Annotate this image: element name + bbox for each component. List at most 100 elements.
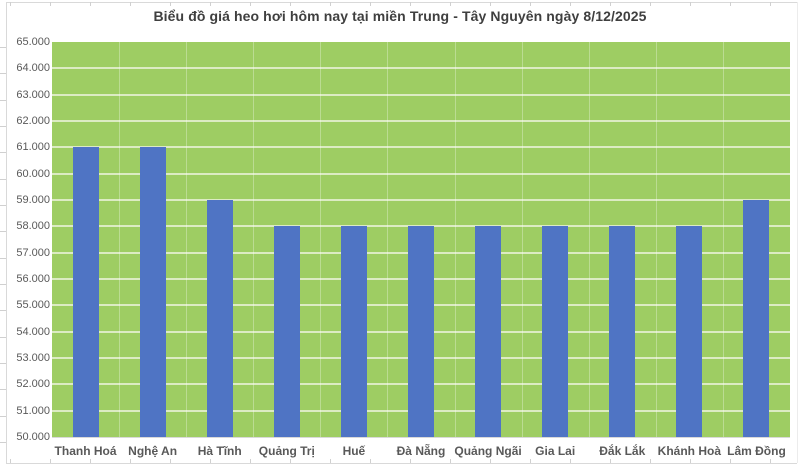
y-axis-tick-label: 59.000 <box>16 194 50 206</box>
gridline-vertical <box>655 42 657 437</box>
gridline-horizontal <box>52 93 790 96</box>
x-axis-tick-label: Quảng Trị <box>258 444 315 458</box>
frame-tick <box>650 459 651 463</box>
frame-tick <box>490 459 491 463</box>
x-axis-tick-label: Đà Nẵng <box>396 444 446 458</box>
frame-tick <box>690 459 691 463</box>
y-axis-tick-label: 63.000 <box>16 88 50 101</box>
gridline-horizontal <box>52 172 790 175</box>
gridline-vertical <box>320 42 322 437</box>
x-axis-tick-label: Hà Tĩnh <box>197 444 242 458</box>
frame-tick <box>730 2 731 6</box>
frame-tick <box>0 152 6 154</box>
gridline-horizontal <box>52 146 790 149</box>
gridline-vertical <box>387 42 389 437</box>
frame-tick <box>210 459 211 463</box>
frame-tick <box>50 459 51 463</box>
frame-tick <box>0 47 6 48</box>
frame-tick <box>0 415 6 417</box>
frame-tick <box>0 126 6 127</box>
chart-frame-bottom <box>6 463 797 464</box>
frame-tick <box>130 459 131 463</box>
frame-tick <box>530 2 531 6</box>
x-axis-tick-label: Đắk Lắk <box>599 444 646 458</box>
gridline-vertical <box>722 42 724 437</box>
frame-tick <box>0 284 6 285</box>
y-axis-tick-label: 53.000 <box>16 352 50 364</box>
frame-tick <box>170 459 171 463</box>
y-axis-tick-label: 61.000 <box>16 141 50 154</box>
frame-tick <box>90 459 91 463</box>
frame-tick <box>450 2 451 6</box>
y-axis-tick-label: 52.000 <box>16 378 50 391</box>
plot-area <box>52 42 790 438</box>
frame-tick <box>610 459 611 463</box>
frame-tick <box>570 2 571 6</box>
frame-tick <box>730 459 731 463</box>
y-axis-tick-label: 58.000 <box>16 220 50 233</box>
chart-title: Biểu đồ giá heo hơi hôm nay tại miền Tru… <box>153 8 647 24</box>
gridline-vertical <box>588 42 590 437</box>
chart-frame-top <box>6 2 797 3</box>
y-axis-tick-label: 60.000 <box>16 167 50 180</box>
frame-tick <box>370 459 371 463</box>
y-axis-tick-label: 55.000 <box>16 299 50 312</box>
chart-bar <box>273 226 300 437</box>
y-axis-tick-label: 50.000 <box>16 431 50 443</box>
frame-tick <box>250 459 251 463</box>
frame-tick <box>490 2 491 6</box>
chart-bar <box>609 226 636 437</box>
frame-tick <box>610 2 611 6</box>
chart-bar <box>72 147 99 437</box>
frame-tick <box>410 459 411 463</box>
frame-tick <box>770 2 771 6</box>
frame-tick <box>0 257 6 259</box>
frame-tick <box>770 459 771 463</box>
frame-tick <box>130 2 131 6</box>
frame-tick <box>250 2 251 6</box>
frame-tick <box>0 310 6 312</box>
frame-tick <box>50 2 51 6</box>
frame-tick <box>170 2 171 6</box>
x-axis-tick-label: Nghệ An <box>128 444 178 458</box>
chart-bar <box>542 226 569 437</box>
frame-tick <box>0 363 6 364</box>
frame-tick <box>10 459 11 463</box>
frame-tick <box>210 2 211 6</box>
y-axis-tick-label: 65.000 <box>16 36 50 48</box>
x-axis-tick-label: Khánh Hoà <box>657 444 722 458</box>
x-axis-tick-label: Huế <box>342 444 366 458</box>
frame-tick <box>330 2 331 6</box>
y-axis-tick-label: 57.000 <box>16 246 50 259</box>
chart-bar <box>676 226 703 437</box>
chart-frame-right <box>797 2 798 463</box>
frame-tick <box>650 2 651 6</box>
frame-tick <box>0 178 6 180</box>
frame-tick <box>0 99 6 101</box>
x-axis-tick-label: Gia Lai <box>535 444 576 458</box>
frame-tick <box>410 2 411 6</box>
frame-tick <box>570 459 571 463</box>
frame-tick <box>0 205 6 206</box>
frame-tick <box>290 2 291 6</box>
frame-tick <box>450 459 451 463</box>
y-axis-tick-label: 51.000 <box>16 404 50 417</box>
gridline-horizontal <box>52 199 790 201</box>
frame-tick <box>370 2 371 6</box>
gridline-vertical <box>253 42 255 437</box>
gridline-horizontal <box>52 225 790 228</box>
chart-frame-left <box>6 2 7 463</box>
gridline-horizontal <box>52 120 790 122</box>
chart-bar <box>408 226 434 437</box>
chart-bar <box>340 226 367 437</box>
gridline-vertical <box>454 42 456 437</box>
frame-tick <box>0 336 6 338</box>
frame-tick <box>530 459 531 463</box>
frame-tick <box>690 2 691 6</box>
x-axis-tick-label: Thanh Hoá <box>54 444 117 458</box>
x-axis-tick-label: Lâm Đồng <box>727 444 786 458</box>
gridline-vertical <box>186 42 188 437</box>
frame-tick <box>90 2 91 6</box>
y-axis-tick-label: 62.000 <box>16 115 50 127</box>
